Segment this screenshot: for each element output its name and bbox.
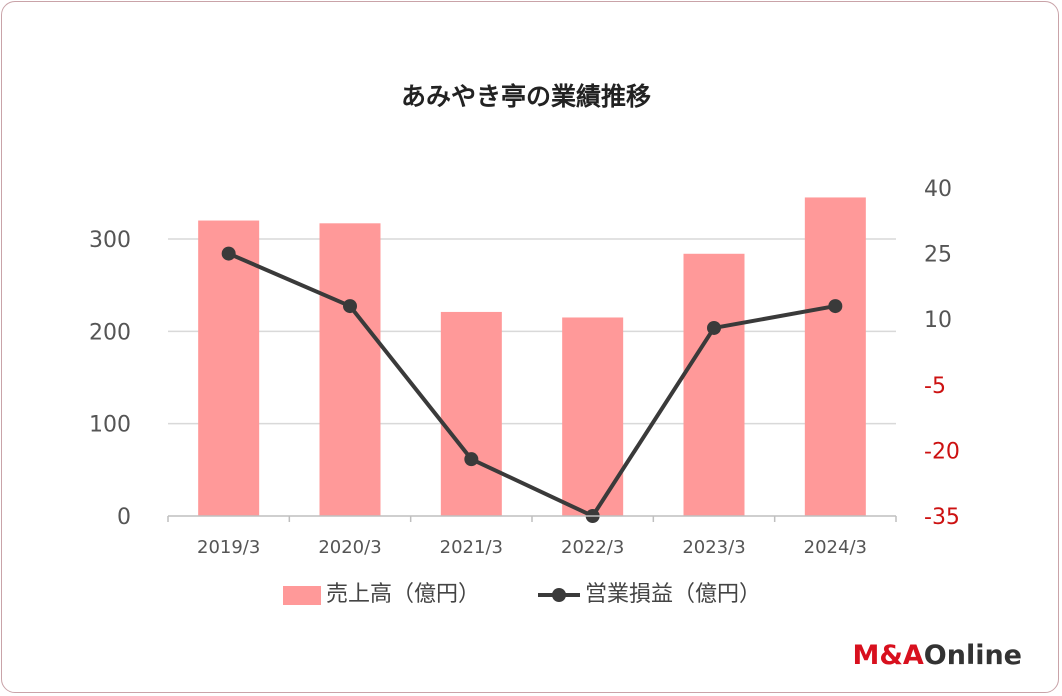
x-axis-tick-label: 2023/3 [682, 537, 745, 558]
right-axis-tick-label: 25 [924, 243, 952, 268]
line-point [828, 299, 843, 314]
logo-part: Online [924, 640, 1022, 671]
x-axis-tick-label: 2021/3 [440, 537, 503, 558]
left-axis-tick-label: 200 [89, 320, 131, 345]
legend-label-operating-profit: 営業損益（億円） [585, 582, 761, 607]
x-axis-tick-label: 2020/3 [318, 537, 381, 558]
line-point [464, 452, 479, 467]
axes: 0 100 200 300 -35 -20 -5 10 25 40 2019/3 2020/3 2021… [89, 177, 960, 558]
x-axis-tick-label: 2024/3 [804, 537, 867, 558]
right-axis-tick-label: 10 [924, 308, 952, 333]
bar [319, 223, 381, 516]
left-axis-tick-label: 0 [117, 505, 131, 530]
right-axis-tick-label: 40 [924, 177, 952, 202]
logo-part: A [903, 640, 924, 671]
bar [683, 253, 745, 517]
left-axis-tick-label: 300 [89, 228, 131, 253]
bar [198, 220, 260, 517]
legend-swatch-marker [552, 588, 566, 602]
logo-part: M [852, 640, 879, 671]
gridlines [168, 238, 896, 425]
right-axis-tick-label: -20 [924, 439, 960, 464]
right-axis-tick-label: -5 [924, 374, 946, 399]
x-axis-tick-label: 2022/3 [561, 537, 624, 558]
legend-label-sales: 売上高（億円） [326, 582, 480, 607]
x-axis-tick-label: 2019/3 [197, 537, 260, 558]
line-point [221, 246, 236, 261]
right-axis-tick-label: -35 [924, 505, 960, 530]
line-series [221, 246, 843, 523]
line-path [227, 251, 836, 518]
bar [440, 311, 502, 516]
left-axis-tick-label: 100 [89, 413, 131, 438]
logo-part: & [879, 640, 903, 671]
line-point [343, 299, 357, 314]
bar [804, 197, 866, 516]
mna-online-logo: M&AOnline [852, 640, 1022, 671]
bar-series [198, 197, 866, 517]
legend: 売上高（億円） 営業損益（億円） [283, 582, 761, 607]
line-point [707, 320, 721, 335]
legend-swatch-bar [283, 586, 321, 605]
chart-title: あみやき亭の業績推移 [401, 82, 651, 111]
